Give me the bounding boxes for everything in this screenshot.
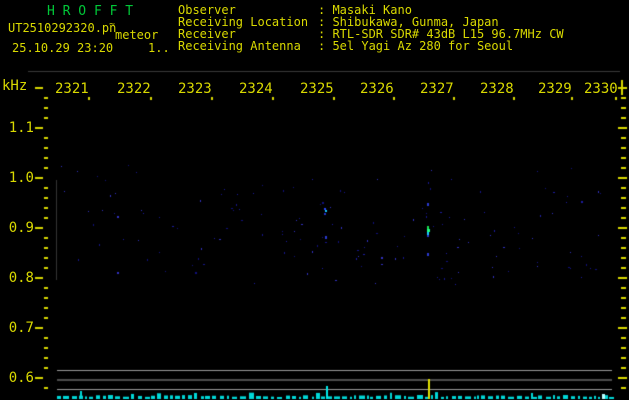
y-axis-label-0.9: 0.9	[8, 220, 34, 236]
info-value-location: : Shibukawa, Gunma, Japan	[318, 15, 499, 29]
x-axis-label-2321: 2321	[55, 81, 89, 97]
app-title: H R O F F T	[47, 4, 134, 19]
info-label-observer: Observer	[178, 3, 236, 17]
observation-datetime: 25.10.29 23:20	[12, 41, 114, 55]
info-value-receiver: : RTL-SDR SDR# 43dB L15 96.7MHz CW	[318, 27, 564, 41]
info-label-location: Receiving Location	[178, 15, 309, 29]
y-axis-label-0.7: 0.7	[8, 320, 34, 336]
x-axis-label-2322: 2322	[117, 81, 151, 97]
x-axis-label-2323: 2323	[178, 81, 212, 97]
y-axis-unit-label: kHz	[2, 78, 28, 94]
y-axis-label-0.8: 0.8	[8, 270, 34, 286]
x-axis-label-2330: 2330	[584, 81, 618, 97]
y-axis-label-0.6: 0.6	[8, 370, 34, 386]
x-axis-label-2328: 2328	[480, 81, 514, 97]
x-axis-label-2326: 2326	[360, 81, 394, 97]
counter-text: 1..	[148, 41, 170, 55]
y-axis-label-1.0: 1.0	[8, 170, 34, 186]
x-axis-label-2329: 2329	[538, 81, 572, 97]
info-label-receiver: Receiver	[178, 27, 236, 41]
info-value-antenna: : 5el Yagi Az 280 for Seoul	[318, 39, 514, 53]
output-filename: UT2510292320.pn	[8, 21, 117, 35]
y-axis-label-1.1: 1.1	[8, 120, 34, 136]
x-axis-label-2324: 2324	[239, 81, 273, 97]
station-name: meteor	[115, 28, 159, 42]
info-label-antenna: Receiving Antenna	[178, 39, 301, 53]
info-value-observer: : Masaki Kano	[318, 3, 412, 17]
filename-mark: ~	[109, 19, 116, 30]
x-axis-label-2327: 2327	[420, 81, 454, 97]
x-axis-label-2325: 2325	[300, 81, 334, 97]
